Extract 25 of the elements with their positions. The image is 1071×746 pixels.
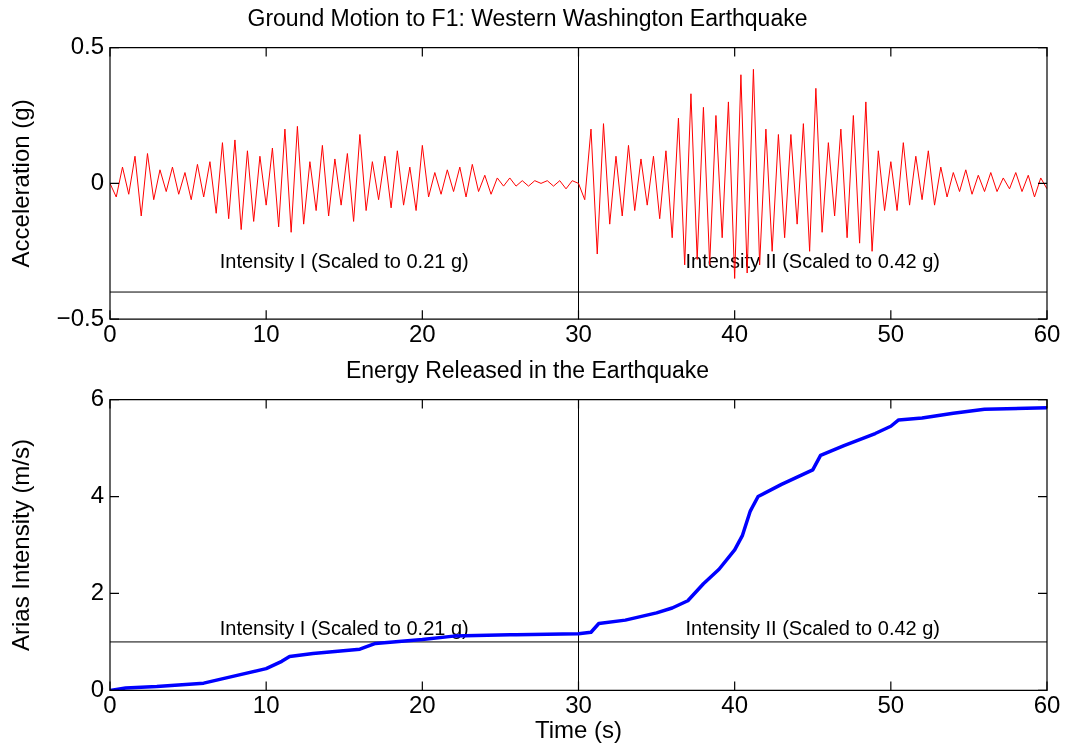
x-tick-label: 30 [565,320,592,348]
x-tick-label: 20 [408,691,436,719]
x-tick-label: 10 [252,320,280,348]
x-tick-label: 40 [721,320,749,348]
y-axis-title: Acceleration (g) [7,99,35,268]
x-tick-label: 10 [252,691,280,719]
y-axis-title: Arias Intensity (m/s) [7,438,35,652]
x-tick-label: 20 [408,320,436,348]
x-tick-label: 60 [1033,691,1061,719]
x-tick-label: 50 [877,691,905,719]
chart-title: Energy Released in the Earthquake [345,357,710,384]
y-tick-label: −0.5 [56,303,104,331]
x-tick-label: 30 [565,691,592,719]
y-tick-label: 4 [90,481,104,509]
x-axis-title: Time (s) [534,716,623,744]
annotation: Intensity II (Scaled to 0.42 g) [685,616,941,639]
y-tick-label: 2 [90,578,104,606]
x-tick-label: 60 [1033,320,1061,348]
y-tick-label: 0 [90,168,104,196]
y-tick-label: 6 [90,384,104,412]
y-tick-label: 0.5 [70,32,104,60]
x-tick-label: 40 [721,691,749,719]
x-tick-label: 50 [877,320,905,348]
chart-title: Ground Motion to F1: Western Washington Earthquake [247,5,808,32]
annotation: Intensity I (Scaled to 0.21 g) [219,249,469,272]
